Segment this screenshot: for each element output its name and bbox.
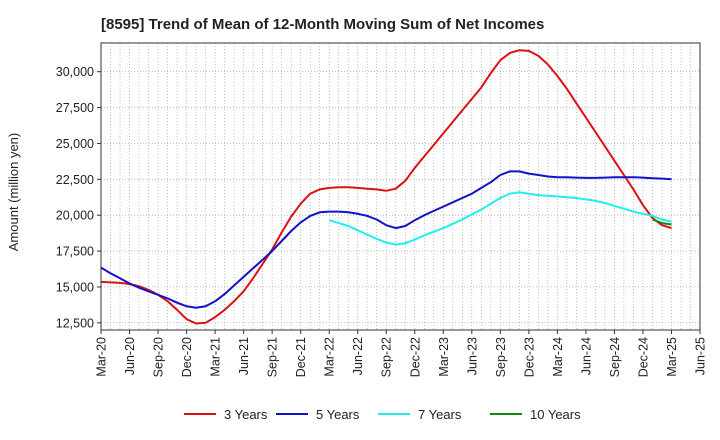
legend-item-7-years: 7 Years <box>378 407 462 422</box>
x-tick-label: Jun-25 <box>694 337 708 375</box>
y-tick-label: 25,000 <box>56 137 94 151</box>
x-tick-label: Mar-25 <box>665 337 679 377</box>
x-tick-label: Jun-23 <box>465 337 479 375</box>
x-tick-label: Mar-23 <box>437 337 451 377</box>
series-layer <box>100 49 672 325</box>
x-axis-ticks: Mar-20 Jun-20 Sep-20 Dec-20 Mar-21 Jun-21 Sep-… <box>95 330 708 377</box>
series-line-5-years <box>100 170 672 309</box>
legend-item-3-years: 3 Years <box>184 407 268 422</box>
plot-area <box>101 43 700 330</box>
chart-title: [8595] Trend of Mean of 12-Month Moving … <box>101 16 545 33</box>
y-axis-ticks: 12,500 15,000 17,500 20,000 22,500 25,000 27,5… <box>56 65 101 330</box>
x-tick-label: Sep-23 <box>494 337 508 377</box>
series-line-7-years <box>328 191 672 246</box>
x-tick-label: Dec-22 <box>408 337 422 377</box>
x-tick-label: Sep-21 <box>266 337 280 377</box>
legend-item-5-years: 5 Years <box>276 407 360 422</box>
y-tick-label: 12,500 <box>56 316 94 330</box>
x-tick-label: Mar-22 <box>323 337 337 377</box>
y-axis-label: Amount (million yen) <box>6 133 21 252</box>
axes <box>100 42 701 331</box>
y-tick-label: 27,500 <box>56 101 94 115</box>
x-tick-label: Dec-23 <box>522 337 536 377</box>
plot-frame <box>100 42 701 331</box>
series-line-10-years <box>652 218 672 226</box>
x-tick-label: Dec-21 <box>294 337 308 377</box>
legend-label: 10 Years <box>530 407 581 422</box>
x-tick-label: Jun-22 <box>351 337 365 375</box>
legend-label: 3 Years <box>224 407 268 422</box>
y-tick-label: 30,000 <box>56 65 94 79</box>
legend-label: 7 Years <box>418 407 462 422</box>
x-tick-label: Dec-24 <box>636 337 650 377</box>
legend-label: 5 Years <box>316 407 360 422</box>
x-tick-label: Mar-21 <box>209 337 223 377</box>
x-tick-label: Sep-22 <box>380 337 394 377</box>
series-line-3-years <box>100 49 672 325</box>
plot-background <box>101 43 700 330</box>
x-tick-label: Dec-20 <box>180 337 194 377</box>
y-tick-label: 22,500 <box>56 173 94 187</box>
legend: 3 Years 5 Years 7 Years 10 Years <box>184 407 581 422</box>
x-tick-label: Jun-20 <box>123 337 137 375</box>
x-tick-label: Jun-21 <box>237 337 251 375</box>
y-tick-label: 15,000 <box>56 280 94 294</box>
x-tick-label: Sep-24 <box>608 337 622 377</box>
x-tick-label: Sep-20 <box>152 337 166 377</box>
x-tick-label: Jun-24 <box>579 337 593 375</box>
legend-item-10-years: 10 Years <box>490 407 581 422</box>
x-tick-label: Mar-24 <box>551 337 565 377</box>
y-tick-label: 17,500 <box>56 245 94 259</box>
y-tick-label: 20,000 <box>56 209 94 223</box>
x-tick-label: Mar-20 <box>95 337 109 377</box>
